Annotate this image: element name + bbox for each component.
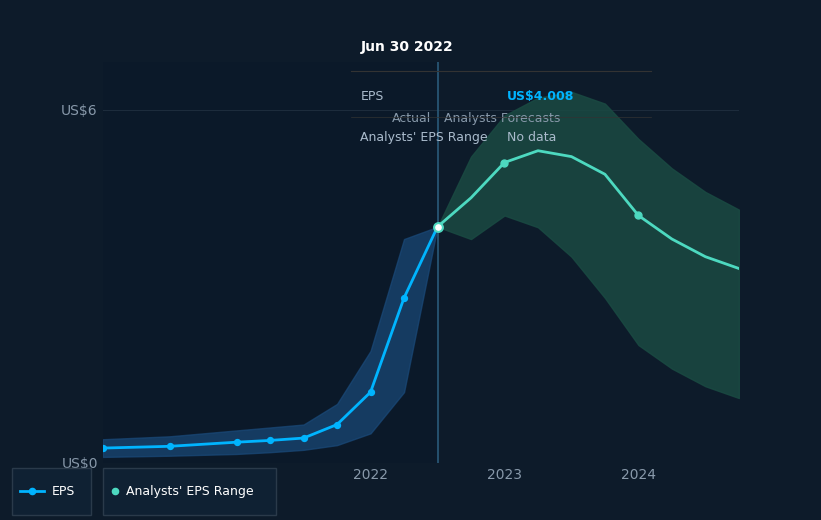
- FancyBboxPatch shape: [103, 468, 276, 515]
- FancyBboxPatch shape: [12, 468, 91, 515]
- Point: [264, 436, 277, 445]
- Text: Actual: Actual: [392, 112, 431, 125]
- Point: [297, 434, 310, 442]
- Text: Analysts Forecasts: Analysts Forecasts: [444, 112, 561, 125]
- Text: EPS: EPS: [52, 485, 75, 498]
- Text: No data: No data: [507, 131, 557, 144]
- Point: [397, 294, 410, 302]
- Point: [431, 223, 444, 231]
- Bar: [103, 62, 438, 463]
- Point: [632, 211, 645, 219]
- Point: [25, 487, 39, 496]
- Text: Jun 30 2022: Jun 30 2022: [360, 40, 453, 54]
- Point: [163, 442, 177, 450]
- Point: [498, 158, 511, 166]
- Point: [331, 420, 344, 428]
- Text: Analysts' EPS Range: Analysts' EPS Range: [360, 131, 488, 144]
- Text: US$4.008: US$4.008: [507, 90, 575, 103]
- Text: EPS: EPS: [360, 90, 383, 103]
- Point: [108, 487, 122, 496]
- Point: [96, 444, 109, 452]
- Point: [364, 388, 377, 396]
- Point: [230, 438, 243, 446]
- Text: Analysts' EPS Range: Analysts' EPS Range: [126, 485, 254, 498]
